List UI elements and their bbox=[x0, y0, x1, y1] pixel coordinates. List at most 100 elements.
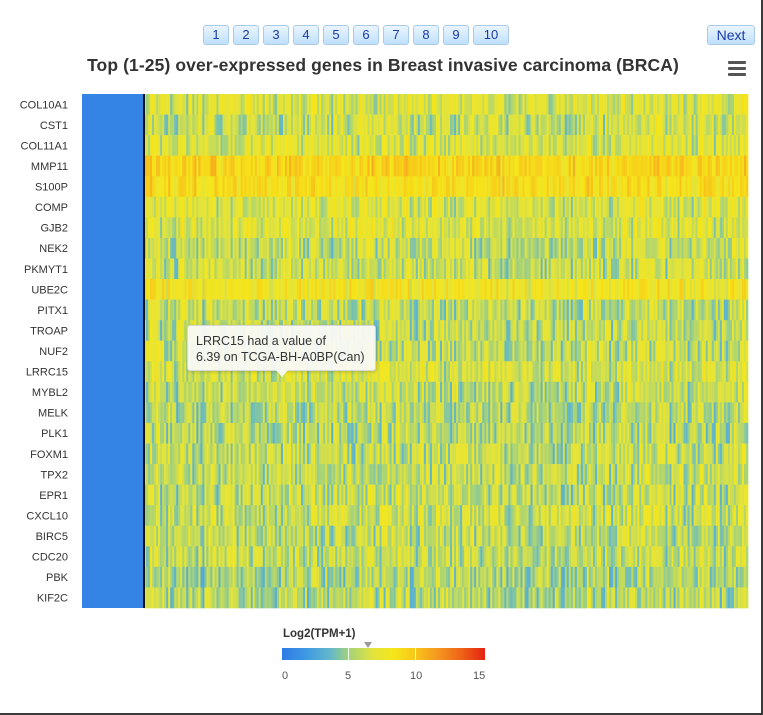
heatmap-cell[interactable] bbox=[407, 422, 411, 444]
heatmap-cell[interactable] bbox=[282, 176, 286, 198]
heatmap-cell[interactable] bbox=[212, 196, 215, 218]
heatmap-cell[interactable] bbox=[258, 361, 262, 383]
heatmap-cell[interactable] bbox=[333, 176, 336, 198]
heatmap-cell[interactable] bbox=[683, 196, 686, 218]
heatmap-cell[interactable] bbox=[492, 340, 495, 362]
heatmap-cell[interactable] bbox=[512, 279, 515, 300]
heatmap-cell[interactable] bbox=[550, 361, 554, 383]
heatmap-cell[interactable] bbox=[450, 381, 453, 403]
heatmap-cell[interactable] bbox=[566, 402, 570, 424]
heatmap-cell[interactable] bbox=[729, 114, 733, 136]
heatmap-cell[interactable] bbox=[743, 361, 747, 383]
heatmap-cell[interactable] bbox=[590, 320, 594, 342]
heatmap-cell[interactable] bbox=[530, 299, 533, 321]
heatmap-cell[interactable] bbox=[611, 361, 614, 383]
heatmap-cell[interactable] bbox=[192, 361, 195, 383]
heatmap-cell[interactable] bbox=[222, 237, 225, 259]
heatmap-cell[interactable] bbox=[224, 217, 227, 239]
heatmap-cell[interactable] bbox=[154, 114, 157, 136]
heatmap-cell[interactable] bbox=[321, 176, 324, 198]
heatmap-cell[interactable] bbox=[486, 114, 489, 136]
heatmap-cell[interactable] bbox=[317, 196, 320, 218]
heatmap-cell[interactable] bbox=[242, 114, 246, 136]
heatmap-cell[interactable] bbox=[266, 155, 270, 177]
heatmap-cell[interactable] bbox=[144, 361, 147, 383]
heatmap-cell[interactable] bbox=[230, 237, 233, 259]
heatmap-cell[interactable] bbox=[508, 320, 511, 342]
heatmap-cell[interactable] bbox=[460, 217, 463, 239]
heatmap-cell[interactable] bbox=[625, 279, 628, 300]
heatmap-cell[interactable] bbox=[150, 279, 153, 300]
heatmap-cell[interactable] bbox=[301, 402, 304, 424]
heatmap-cell[interactable] bbox=[693, 94, 696, 115]
heatmap-cell[interactable] bbox=[236, 258, 239, 280]
heatmap-cell[interactable] bbox=[252, 299, 256, 321]
heatmap-cell[interactable] bbox=[675, 135, 678, 156]
heatmap-cell[interactable] bbox=[399, 361, 403, 383]
heatmap-cell[interactable] bbox=[144, 114, 147, 136]
heatmap-cell[interactable] bbox=[544, 176, 548, 198]
heatmap-cell[interactable] bbox=[170, 258, 173, 280]
heatmap-cell[interactable] bbox=[675, 196, 678, 218]
heatmap-cell[interactable] bbox=[586, 114, 590, 136]
heatmap-cell[interactable] bbox=[240, 217, 243, 239]
heatmap-cell[interactable] bbox=[391, 258, 394, 280]
heatmap-cell[interactable] bbox=[339, 196, 342, 218]
heatmap-cell[interactable] bbox=[452, 135, 455, 156]
heatmap-cell[interactable] bbox=[586, 217, 590, 239]
heatmap-cell[interactable] bbox=[506, 402, 509, 424]
heatmap-cell[interactable] bbox=[260, 381, 264, 403]
heatmap-cell[interactable] bbox=[568, 114, 572, 136]
heatmap-cell[interactable] bbox=[715, 135, 719, 156]
heatmap-cell[interactable] bbox=[359, 402, 362, 424]
heatmap-cell[interactable] bbox=[184, 422, 187, 444]
heatmap-cell[interactable] bbox=[361, 258, 364, 280]
heatmap-cell[interactable] bbox=[482, 155, 485, 177]
heatmap-cell[interactable] bbox=[196, 155, 199, 177]
heatmap-cell[interactable] bbox=[329, 402, 332, 424]
heatmap-cell[interactable] bbox=[617, 237, 620, 259]
page-button-2[interactable]: 2 bbox=[233, 25, 259, 45]
heatmap-cell[interactable] bbox=[288, 114, 292, 136]
heatmap-cell[interactable] bbox=[701, 217, 705, 239]
heatmap-cell[interactable] bbox=[725, 340, 729, 362]
heatmap-cell[interactable] bbox=[584, 217, 588, 239]
heatmap-cell[interactable] bbox=[170, 114, 173, 136]
heatmap-cell[interactable] bbox=[705, 196, 709, 218]
heatmap-cell[interactable] bbox=[180, 114, 183, 136]
heatmap-cell[interactable] bbox=[184, 381, 187, 403]
heatmap-cell[interactable] bbox=[303, 237, 306, 259]
heatmap-cell[interactable] bbox=[351, 114, 354, 136]
heatmap-cell[interactable] bbox=[146, 114, 149, 136]
heatmap-cell[interactable] bbox=[546, 114, 550, 136]
heatmap-cell[interactable] bbox=[599, 217, 602, 239]
heatmap-cell[interactable] bbox=[502, 176, 505, 198]
heatmap-cell[interactable] bbox=[689, 237, 692, 259]
heatmap-cell[interactable] bbox=[458, 422, 461, 444]
heatmap-cell[interactable] bbox=[389, 402, 392, 424]
heatmap-cell[interactable] bbox=[532, 155, 535, 177]
heatmap-cell[interactable] bbox=[504, 279, 507, 300]
heatmap-cell[interactable] bbox=[601, 155, 604, 177]
heatmap-cell[interactable] bbox=[329, 196, 332, 218]
heatmap-cell[interactable] bbox=[371, 196, 374, 218]
heatmap-cell[interactable] bbox=[651, 279, 654, 300]
heatmap-cell[interactable] bbox=[443, 299, 447, 321]
heatmap-cell[interactable] bbox=[152, 155, 155, 177]
heatmap-cell[interactable] bbox=[387, 279, 390, 300]
heatmap-cell[interactable] bbox=[538, 299, 541, 321]
heatmap-cell[interactable] bbox=[335, 402, 338, 424]
heatmap-cell[interactable] bbox=[333, 196, 336, 218]
heatmap-cell[interactable] bbox=[268, 237, 272, 259]
heatmap-cell[interactable] bbox=[492, 279, 495, 300]
heatmap-cell[interactable] bbox=[409, 279, 413, 300]
heatmap-cell[interactable] bbox=[162, 94, 165, 115]
heatmap-cell[interactable] bbox=[150, 361, 153, 383]
heatmap-cell[interactable] bbox=[375, 196, 378, 218]
heatmap-cell[interactable] bbox=[526, 176, 529, 198]
heatmap-cell[interactable] bbox=[691, 176, 694, 198]
heatmap-cell[interactable] bbox=[693, 155, 696, 177]
heatmap-cell[interactable] bbox=[522, 237, 525, 259]
heatmap-cell[interactable] bbox=[212, 279, 215, 300]
heatmap-cell[interactable] bbox=[180, 176, 183, 198]
